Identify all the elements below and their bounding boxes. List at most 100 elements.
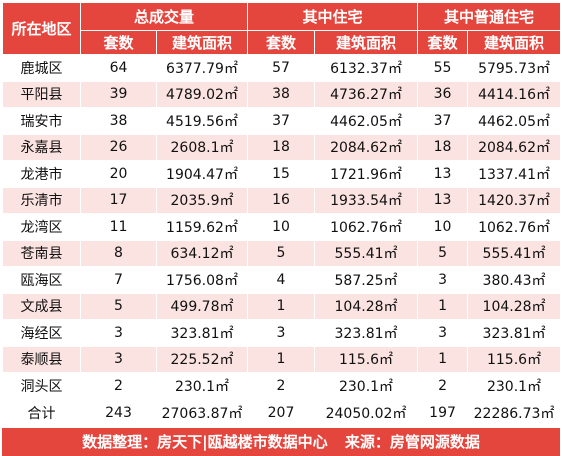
cell-district: 泰顺县 xyxy=(2,345,81,373)
cell-ord-area: 115.6㎡ xyxy=(467,345,562,373)
cell-res-units: 5 xyxy=(247,239,316,267)
cell-total-area: 230.1㎡ xyxy=(155,372,249,400)
cell-res-area: 2084.62㎡ xyxy=(314,133,419,161)
cell-ord-area: 1062.76㎡ xyxy=(467,213,562,241)
header-total-units: 套数 xyxy=(80,30,157,55)
table-row: 泰顺县 3 225.52㎡ 1 115.6㎡ 1 115.6㎡ xyxy=(2,345,562,373)
cell-total-area: 499.78㎡ xyxy=(155,292,249,320)
header-ord-units: 套数 xyxy=(417,30,469,55)
cell-ord-units: 10 xyxy=(417,213,469,241)
cell-ord-area: 4414.16㎡ xyxy=(467,80,562,108)
cell-ord-area: 104.28㎡ xyxy=(467,292,562,320)
total-label: 合计 xyxy=(2,398,81,428)
table-row: 永嘉县 26 2608.1㎡ 18 2084.62㎡ 18 2084.62㎡ xyxy=(2,133,562,161)
cell-res-area: 555.41㎡ xyxy=(314,239,419,267)
cell-district: 文成县 xyxy=(2,292,81,320)
cell-district: 苍南县 xyxy=(2,239,81,267)
cell-ord-units: 13 xyxy=(417,160,469,188)
cell-res-area: 1933.54㎡ xyxy=(314,186,419,214)
total-ord-area: 22286.73㎡ xyxy=(467,398,562,428)
cell-total-area: 1756.08㎡ xyxy=(155,266,249,294)
cell-total-area: 225.52㎡ xyxy=(155,345,249,373)
header-district: 所在地区 xyxy=(2,2,81,55)
cell-res-area: 4462.05㎡ xyxy=(314,107,419,135)
cell-ord-units: 18 xyxy=(417,133,469,161)
footer-banner: 数据整理：房天下|瓯越楼市数据中心 来源：房管网源数据 xyxy=(2,427,560,456)
cell-district: 龙港市 xyxy=(2,160,81,188)
cell-res-units: 57 xyxy=(247,54,316,82)
cell-total-units: 64 xyxy=(80,54,157,82)
table-row: 海经区 3 323.81㎡ 3 323.81㎡ 3 323.81㎡ xyxy=(2,319,562,347)
cell-ord-units: 5 xyxy=(417,239,469,267)
cell-ord-area: 4462.05㎡ xyxy=(467,107,562,135)
cell-res-units: 37 xyxy=(247,107,316,135)
cell-ord-units: 1 xyxy=(417,292,469,320)
table-row: 平阳县 39 4789.02㎡ 38 4736.27㎡ 36 4414.16㎡ xyxy=(2,80,562,108)
cell-total-units: 38 xyxy=(80,107,157,135)
table-row: 乐清市 17 2035.9㎡ 16 1933.54㎡ 13 1420.37㎡ xyxy=(2,186,562,214)
cell-total-units: 8 xyxy=(80,239,157,267)
table-row: 鹿城区 64 6377.79㎡ 57 6132.37㎡ 55 5795.73㎡ xyxy=(2,54,562,82)
cell-district: 鹿城区 xyxy=(2,54,81,82)
header-group-total: 总成交量 xyxy=(79,2,249,31)
cell-district: 海经区 xyxy=(2,319,81,347)
cell-ord-units: 3 xyxy=(417,319,469,347)
cell-ord-area: 323.81㎡ xyxy=(467,319,562,347)
cell-total-units: 3 xyxy=(80,345,157,373)
cell-district: 龙湾区 xyxy=(2,213,81,241)
cell-total-units: 11 xyxy=(80,213,157,241)
cell-ord-area: 230.1㎡ xyxy=(467,372,562,400)
table-row: 龙港市 20 1904.47㎡ 15 1721.96㎡ 13 1337.41㎡ xyxy=(2,160,562,188)
cell-total-area: 2608.1㎡ xyxy=(155,133,249,161)
cell-total-area: 4519.56㎡ xyxy=(155,107,249,135)
cell-ord-area: 380.43㎡ xyxy=(467,266,562,294)
cell-district: 瑞安市 xyxy=(2,107,81,135)
cell-ord-area: 2084.62㎡ xyxy=(467,133,562,161)
cell-total-area: 2035.9㎡ xyxy=(155,186,249,214)
cell-res-units: 1 xyxy=(247,345,316,373)
header-res-area: 建筑面积 xyxy=(314,30,419,55)
cell-res-units: 10 xyxy=(247,213,316,241)
total-units: 243 xyxy=(80,398,157,428)
cell-ord-area: 1420.37㎡ xyxy=(467,186,562,214)
cell-total-units: 17 xyxy=(80,186,157,214)
table-row: 龙湾区 11 1159.62㎡ 10 1062.76㎡ 10 1062.76㎡ xyxy=(2,213,562,241)
cell-ord-units: 36 xyxy=(417,80,469,108)
cell-ord-units: 3 xyxy=(417,266,469,294)
cell-district: 洞头区 xyxy=(2,372,81,400)
cell-ord-area: 5795.73㎡ xyxy=(467,54,562,82)
cell-res-area: 1062.76㎡ xyxy=(314,213,419,241)
cell-total-units: 7 xyxy=(80,266,157,294)
cell-total-units: 20 xyxy=(80,160,157,188)
cell-ord-area: 1337.41㎡ xyxy=(467,160,562,188)
cell-total-area: 634.12㎡ xyxy=(155,239,249,267)
header-group-residential: 其中住宅 xyxy=(247,2,419,31)
total-res-units: 207 xyxy=(247,398,316,428)
cell-res-area: 587.25㎡ xyxy=(314,266,419,294)
cell-total-units: 2 xyxy=(80,372,157,400)
cell-district: 平阳县 xyxy=(2,80,81,108)
housing-transactions-table: 所在地区 总成交量 其中住宅 其中普通住宅 套数 建筑面积 套数 建筑面积 套数… xyxy=(2,2,562,428)
cell-res-units: 3 xyxy=(247,319,316,347)
cell-total-area: 1904.47㎡ xyxy=(155,160,249,188)
cell-res-units: 16 xyxy=(247,186,316,214)
header-group-ordinary: 其中普通住宅 xyxy=(417,2,562,31)
table-row: 瑞安市 38 4519.56㎡ 37 4462.05㎡ 37 4462.05㎡ xyxy=(2,107,562,135)
table-body: 鹿城区 64 6377.79㎡ 57 6132.37㎡ 55 5795.73㎡ … xyxy=(2,54,562,428)
cell-ord-units: 13 xyxy=(417,186,469,214)
total-area: 27063.87㎡ xyxy=(155,398,249,428)
cell-res-area: 230.1㎡ xyxy=(314,372,419,400)
cell-res-area: 115.6㎡ xyxy=(314,345,419,373)
table-row: 瓯海区 7 1756.08㎡ 4 587.25㎡ 3 380.43㎡ xyxy=(2,266,562,294)
cell-total-units: 5 xyxy=(80,292,157,320)
cell-ord-area: 555.41㎡ xyxy=(467,239,562,267)
total-ord-units: 197 xyxy=(417,398,469,428)
table-row: 文成县 5 499.78㎡ 1 104.28㎡ 1 104.28㎡ xyxy=(2,292,562,320)
cell-total-units: 39 xyxy=(80,80,157,108)
cell-res-units: 18 xyxy=(247,133,316,161)
header-row-columns: 套数 建筑面积 套数 建筑面积 套数 建筑面积 xyxy=(3,30,562,55)
cell-total-units: 3 xyxy=(80,319,157,347)
footer-compiled: 数据整理：房天下|瓯越楼市数据中心 xyxy=(82,432,328,451)
cell-res-units: 15 xyxy=(247,160,316,188)
